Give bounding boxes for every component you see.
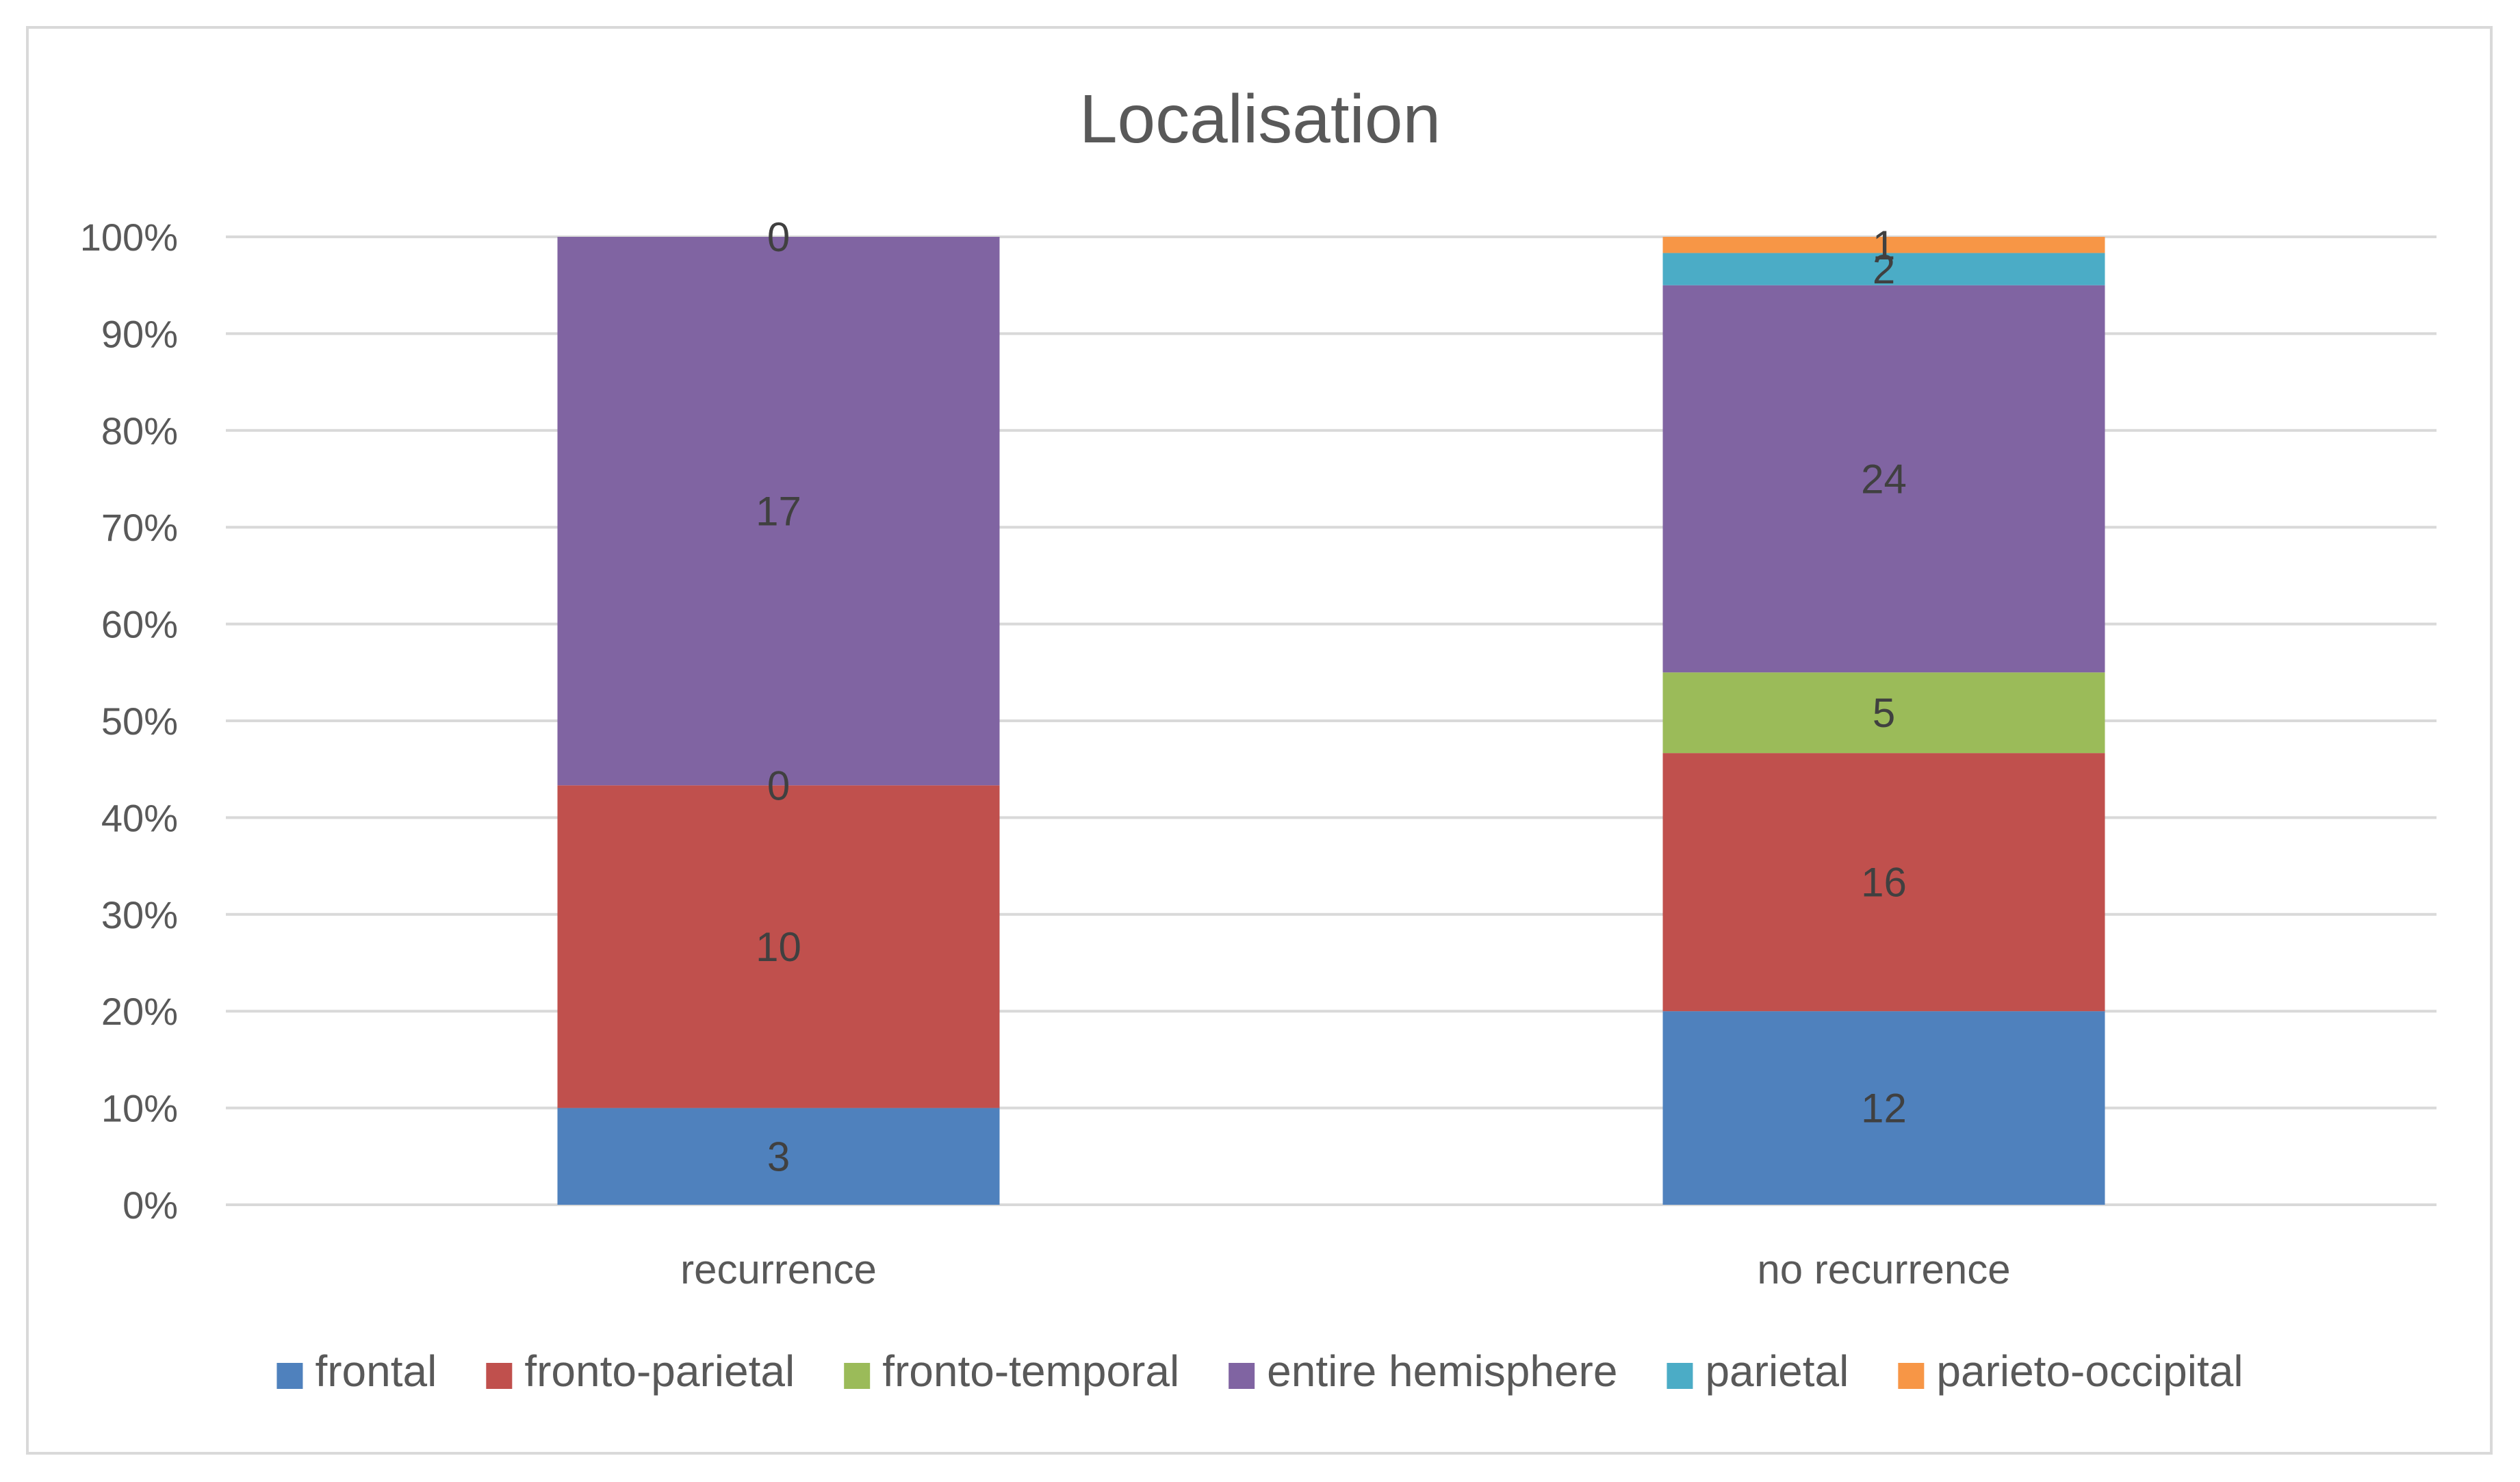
legend-label: fronto-parietal: [524, 1346, 795, 1396]
legend-label: fronto-temporal: [882, 1346, 1179, 1396]
y-tick-label: 20%: [101, 990, 178, 1033]
bar-segment-entire-hemisphere: [1662, 285, 2105, 673]
legend: frontal fronto-parietal fronto-temporal ent…: [277, 1346, 2243, 1396]
data-label: 16: [1861, 860, 1907, 906]
legend-swatch: [1229, 1363, 1255, 1389]
legend-label: parietal: [1705, 1346, 1849, 1396]
legend-item: fronto-parietal: [486, 1346, 795, 1396]
bar-segment-frontal: [1662, 1011, 2105, 1205]
data-label: 10: [756, 924, 801, 970]
y-tick-label: 80%: [101, 409, 178, 452]
y-axis-ticks: 0% 10% 20% 30% 40% 50% 60% 70% 80% 90% 100%: [80, 216, 178, 1227]
y-tick-label: 70%: [101, 506, 178, 549]
data-label: 12: [1861, 1086, 1907, 1132]
y-tick-label: 50%: [101, 700, 178, 743]
y-tick-label: 100%: [80, 216, 178, 259]
bar-segment-frontal: [557, 1108, 1000, 1205]
bar-segment-entire-hemisphere: [557, 237, 1000, 786]
legend-swatch: [1667, 1363, 1693, 1389]
y-tick-label: 10%: [101, 1087, 178, 1130]
y-tick-label: 40%: [101, 796, 178, 839]
legend-swatch: [1898, 1363, 1925, 1389]
legend-item: frontal: [277, 1346, 437, 1396]
bar-segment-fronto-temporal: [1662, 672, 2105, 754]
bars: [557, 237, 2105, 1205]
legend-swatch: [277, 1363, 303, 1389]
legend-swatch: [844, 1363, 871, 1389]
data-label: 17: [756, 489, 801, 535]
y-tick-label: 90%: [101, 312, 178, 355]
y-tick-label: 60%: [101, 603, 178, 646]
bar-segment-parietal: [1662, 253, 2105, 285]
chart-title: Localisation: [1079, 81, 1441, 157]
data-labels: 3 10 0 17 0 12 16 5 24 21: [756, 214, 1907, 1179]
legend-label: frontal: [315, 1346, 437, 1396]
legend-item: parietal: [1667, 1346, 1849, 1396]
x-axis-categories: recurrence no recurrence: [680, 1247, 2011, 1292]
data-label: 5: [1873, 690, 1895, 736]
x-category-label: no recurrence: [1757, 1247, 2010, 1292]
y-tick-label: 0%: [123, 1184, 178, 1227]
bar-segment-fronto-parietal: [1662, 753, 2105, 1012]
legend-label: entire hemisphere: [1267, 1346, 1617, 1396]
bar-segment-fronto-parietal: [557, 785, 1000, 1108]
legend-item: entire hemisphere: [1229, 1346, 1617, 1396]
data-label: 1: [1873, 222, 1895, 268]
legend-item: fronto-temporal: [844, 1346, 1179, 1396]
data-label: 2: [1873, 246, 1895, 292]
y-tick-label: 30%: [101, 893, 178, 936]
legend-item: parieto-occipital: [1898, 1346, 2243, 1396]
data-label: 0: [767, 763, 790, 808]
x-category-label: recurrence: [680, 1247, 877, 1292]
data-label: 3: [767, 1134, 790, 1179]
data-label: 0: [767, 214, 790, 260]
bar-segment-parieto-occipital: [1662, 237, 2105, 253]
data-label: 24: [1861, 457, 1907, 502]
legend-label: parieto-occipital: [1936, 1346, 2243, 1396]
legend-swatch: [486, 1363, 513, 1389]
